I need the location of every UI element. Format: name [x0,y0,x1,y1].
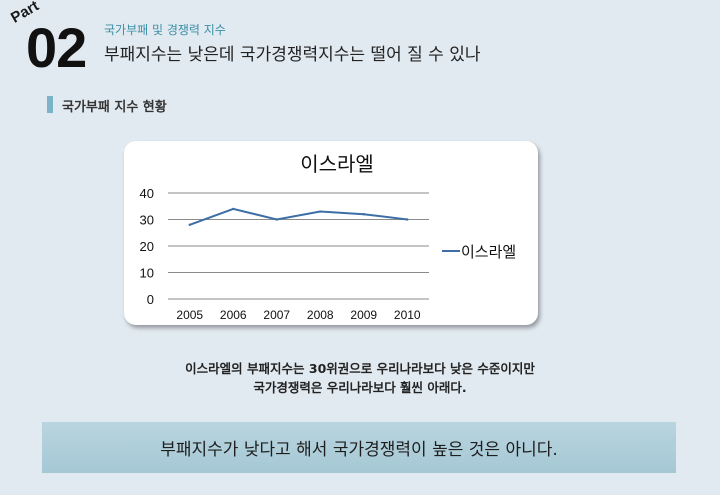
x-tick-label: 2010 [394,308,421,322]
part-number: 02 [26,16,87,79]
note-line-1: 이스라엘의 부패지수는 30위권으로 우리나라보다 낮은 수준이지만 [185,361,535,376]
x-tick-label: 2006 [220,308,247,322]
subtitle: 국가부패 및 경쟁력 지수 [104,23,226,37]
data-point [275,218,278,221]
section-marker [47,96,53,113]
data-point [319,210,322,213]
y-tick-label: 10 [140,266,154,281]
data-point [188,223,191,226]
conclusion-banner: 부패지수가 낮다고 해서 국가경쟁력이 높은 것은 아니다. [42,422,676,473]
y-tick-label: 0 [147,292,154,307]
chart-card: 이스라엘 0 10 20 30 40 2005 2006 2007 2008 2009 2010 이스라… [124,141,538,325]
x-tick-label: 2008 [307,308,334,322]
x-tick-label: 2007 [263,308,290,322]
data-point [232,207,235,211]
x-tick-label: 2009 [350,308,377,322]
series-line [189,207,408,226]
legend-label: 이스라엘 [461,243,516,261]
data-point [406,218,409,221]
y-tick-label: 30 [140,213,154,228]
y-tick-label: 40 [140,186,154,201]
banner-text: 부패지수가 낮다고 해서 국가경쟁력이 높은 것은 아니다. [160,440,558,460]
line-chart: 이스라엘 0 10 20 30 40 2005 2006 2007 2008 2009 2010 이스라… [140,152,517,322]
x-tick-label: 2005 [176,308,203,322]
chart-title: 이스라엘 [300,152,374,176]
data-point [362,213,365,216]
y-tick-label: 20 [140,239,154,254]
section-title: 국가부패 지수 현황 [62,100,167,115]
page-title: 부패지수는 낮은데 국가경쟁력지수는 떨어 질 수 있나 [104,45,481,65]
note-line-2: 국가경쟁력은 우리나라보다 훨씬 아래다. [253,380,467,395]
